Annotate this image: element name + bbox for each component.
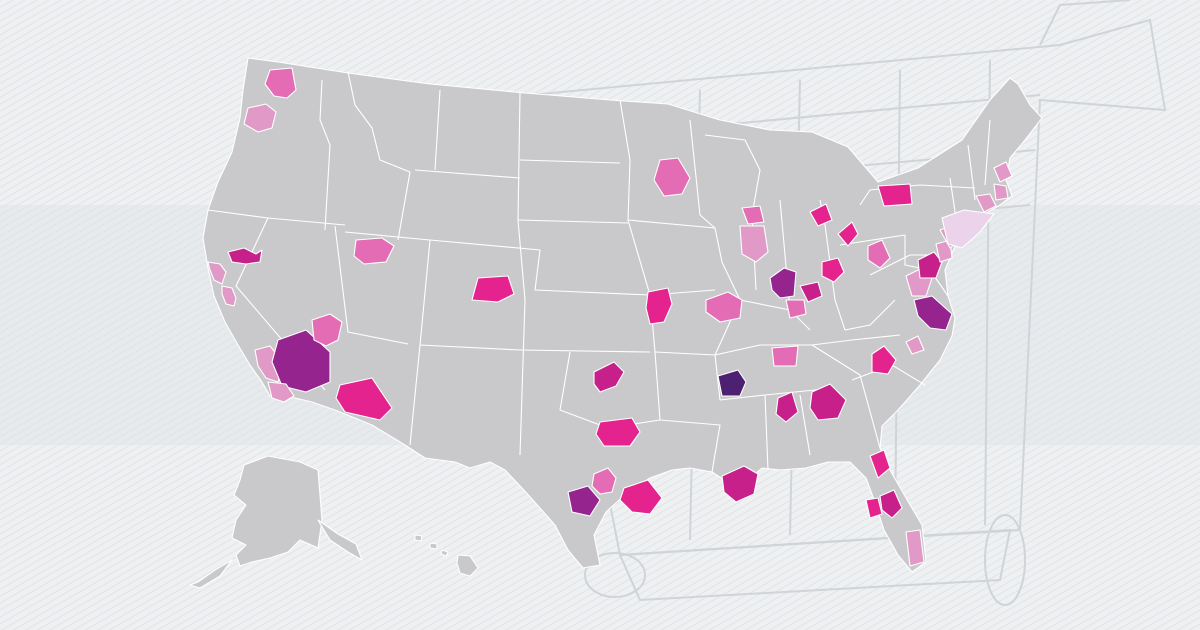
- metro-area-louisville: [785, 299, 807, 319]
- metro-area-providence: [993, 183, 1009, 201]
- metro-area-hartford: [975, 193, 997, 213]
- metro-area-orlando: [879, 489, 903, 519]
- metro-area-boston: [993, 161, 1013, 183]
- metro-area-detroit: [809, 203, 833, 227]
- metro-area-oklahoma-city: [593, 361, 625, 393]
- metro-area-dallas: [595, 417, 641, 447]
- contiguous-united-states: [202, 57, 1043, 573]
- metro-area-denver: [471, 275, 515, 303]
- metro-area-houston: [619, 479, 663, 515]
- metro-area-san-diego: [267, 381, 295, 403]
- metro-area-st-louis: [705, 291, 743, 323]
- metro-area-miami: [905, 529, 925, 567]
- metro-area-cincinnati: [799, 281, 823, 303]
- metro-area-raleigh: [905, 335, 925, 355]
- metro-area-buffalo: [877, 183, 913, 207]
- metro-area-kansas-city: [645, 287, 673, 325]
- metro-area-virginia-beach: [913, 295, 953, 331]
- metro-area-austin: [591, 467, 617, 495]
- metro-area-las-vegas: [311, 313, 343, 347]
- metro-area-new-york: [941, 209, 995, 249]
- land: [189, 57, 1043, 589]
- metro-area-birmingham: [775, 391, 799, 423]
- metro-area-indianapolis: [769, 267, 797, 299]
- metro-area-memphis: [717, 369, 747, 397]
- metro-area-charlotte: [871, 345, 897, 375]
- metro-area-milwaukee: [741, 205, 765, 225]
- alaska-panhandle: [317, 519, 363, 561]
- metro-area-new-orleans: [721, 465, 759, 503]
- metro-area-atlanta: [809, 383, 847, 421]
- metro-area-chicago: [739, 225, 769, 263]
- metro-area-nashville: [771, 345, 799, 367]
- metro-area-tampa: [865, 497, 883, 519]
- alaska-aleutians: [189, 559, 233, 589]
- metro-area-columbus: [821, 257, 845, 283]
- metro-area-pittsburgh: [867, 239, 891, 269]
- metro-area-jacksonville: [869, 449, 891, 479]
- metro-area-phoenix: [335, 377, 393, 421]
- metro-area-cleveland: [837, 221, 859, 247]
- metro-area-seattle: [264, 67, 297, 99]
- metro-area-san-jose: [221, 285, 237, 307]
- metro-area-sacramento: [227, 247, 263, 265]
- alaska: [231, 455, 323, 567]
- state-borders: [207, 71, 991, 473]
- metro-area-salt-lake-city: [353, 237, 395, 265]
- metro-areas: [207, 67, 1013, 567]
- metro-area-riverside: [271, 329, 331, 393]
- metro-area-portland: [243, 103, 277, 133]
- metro-area-san-francisco: [207, 261, 227, 285]
- metro-area-san-antonio: [567, 485, 601, 517]
- metro-area-minneapolis: [653, 157, 691, 197]
- metro-area-washington: [917, 251, 943, 279]
- hawaii: [414, 534, 479, 577]
